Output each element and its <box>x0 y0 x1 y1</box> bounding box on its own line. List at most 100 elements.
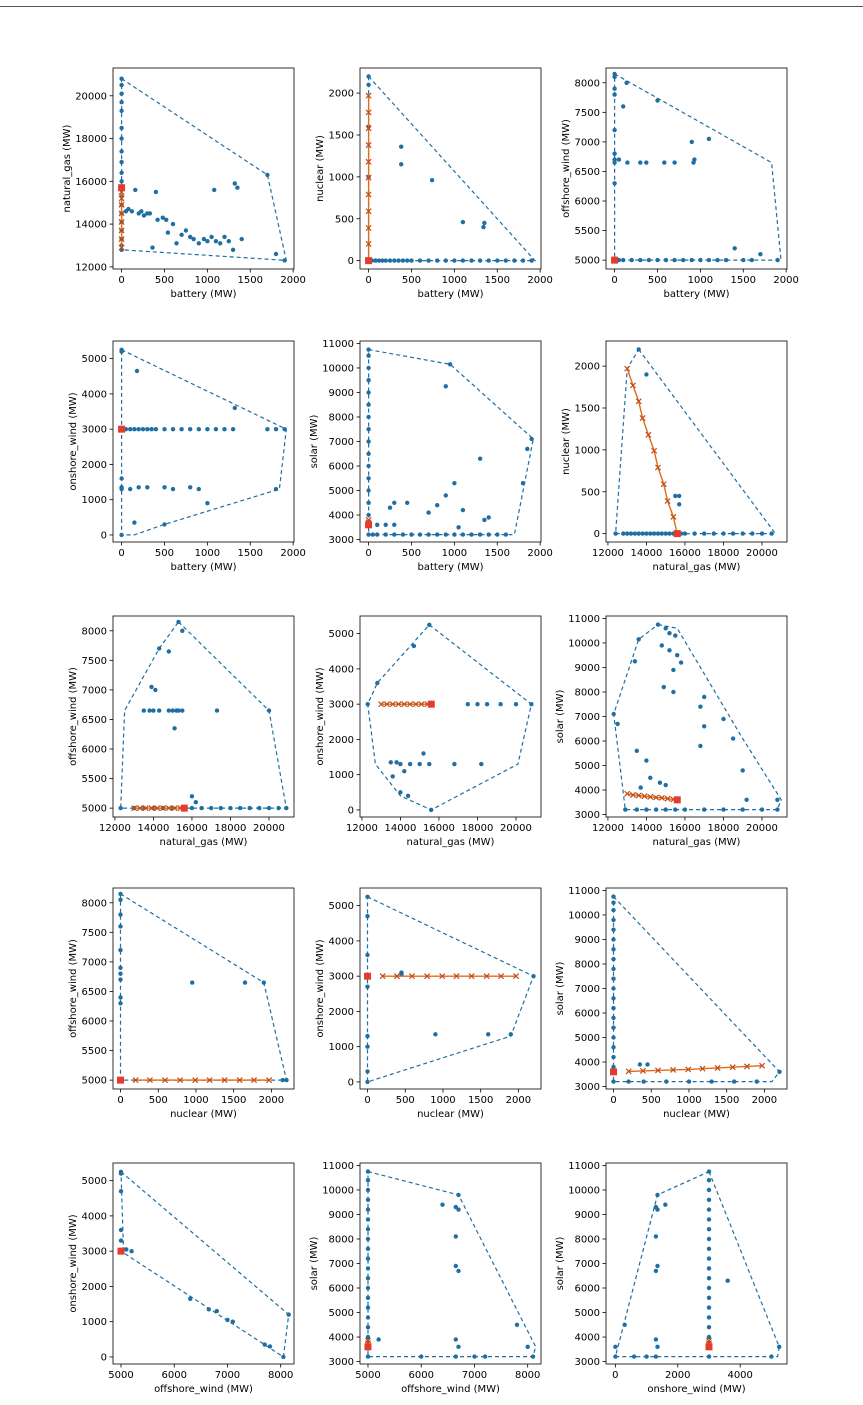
data-point <box>529 258 534 263</box>
data-point <box>706 1207 712 1212</box>
data-point <box>529 702 534 707</box>
data-point <box>164 217 169 222</box>
x-tick-label: 7000 <box>462 1370 487 1381</box>
data-point <box>365 1285 371 1291</box>
data-point <box>452 761 457 767</box>
data-point <box>262 1342 267 1347</box>
data-point <box>366 82 371 88</box>
trajectory-marker <box>412 701 419 708</box>
data-point <box>706 1334 712 1340</box>
trajectory-marker <box>146 1077 153 1084</box>
data-point <box>706 1256 712 1261</box>
x-tick-label: 16000 <box>669 548 701 559</box>
data-point <box>166 708 171 713</box>
trajectory-marker <box>439 973 446 980</box>
data-point <box>636 347 641 352</box>
y-tick-label: 4000 <box>329 936 354 947</box>
x-tick-label: 4000 <box>727 1370 752 1381</box>
data-point <box>664 1079 669 1084</box>
data-point <box>640 531 645 536</box>
data-point <box>118 1238 124 1243</box>
data-point <box>119 91 124 96</box>
y-tick-label: 1000 <box>329 770 354 781</box>
y-tick-label: 7000 <box>82 957 107 968</box>
data-point <box>513 702 519 707</box>
data-point <box>118 897 123 902</box>
data-point <box>222 234 227 240</box>
y-tick-label: 8000 <box>329 412 354 423</box>
data-point <box>706 1178 712 1183</box>
x-tick-label: 20000 <box>746 548 778 559</box>
trajectory-marker <box>653 794 660 801</box>
trajectory-marker <box>251 1077 258 1084</box>
x-tick-label: 8000 <box>515 1370 540 1381</box>
data-point <box>692 531 697 536</box>
y-axis-label: natural_gas (MW) <box>62 124 73 212</box>
data-point <box>183 228 189 233</box>
data-point <box>740 807 745 812</box>
data-point <box>512 258 517 263</box>
trajectory-marker <box>131 805 138 812</box>
x-tick-label: 1000 <box>442 275 467 286</box>
x-tick-label: 1000 <box>676 1095 701 1106</box>
data-point <box>525 1344 530 1350</box>
trajectory-marker <box>714 1064 721 1071</box>
data-point <box>611 1045 616 1050</box>
data-point <box>706 1285 712 1291</box>
data-point <box>611 996 616 1001</box>
data-point <box>176 708 181 713</box>
data-point <box>205 239 210 244</box>
data-point <box>675 653 680 658</box>
data-point <box>417 532 423 537</box>
y-tick-label: 6000 <box>82 1017 107 1028</box>
data-point <box>151 708 156 713</box>
x-tick-label: 2000 <box>752 1095 777 1106</box>
x-axis-label: battery (MW) <box>418 289 484 300</box>
subplot-9: 12000 14000 16000 18000 20000 3000 4000 5000 600… <box>555 614 788 848</box>
data-point <box>706 1325 712 1330</box>
trajectory-marker <box>162 1077 169 1084</box>
data-point <box>188 1296 193 1302</box>
data-point <box>613 1344 618 1350</box>
convex-hull-boundary <box>367 623 533 811</box>
data-point <box>440 1202 445 1207</box>
data-point <box>365 1295 371 1301</box>
data-point <box>366 488 371 493</box>
x-tick-label: 20000 <box>746 823 778 834</box>
data-point <box>711 531 716 536</box>
data-point <box>180 708 185 713</box>
y-tick-label: 6000 <box>575 737 600 748</box>
y-tick-label: 12000 <box>75 262 107 273</box>
y-axis-label: solar (MW) <box>555 1236 566 1290</box>
y-axis-label: nuclear (MW) <box>315 135 326 202</box>
y-tick-label: 5000 <box>575 761 600 772</box>
trajectory-marker <box>759 1062 766 1069</box>
y-tick-label: 0 <box>594 529 600 540</box>
data-point <box>611 986 616 991</box>
trajectory-marker <box>641 793 648 800</box>
data-point <box>399 162 404 167</box>
data-point <box>218 241 223 246</box>
y-axis-label: solar (MW) <box>555 689 566 743</box>
trajectory-marker <box>192 1077 199 1084</box>
y-tick-label: 11000 <box>322 339 354 350</box>
data-point <box>427 622 432 627</box>
subplot-3: 0 500 1000 1500 2000 5000 5500 6000 6500 7000 7500… <box>561 67 799 300</box>
convex-hull-boundary <box>367 1170 537 1358</box>
data-point <box>365 952 370 958</box>
data-point <box>118 912 123 917</box>
trajectory-marker <box>365 174 372 181</box>
data-point <box>129 1249 134 1254</box>
data-point <box>426 532 431 537</box>
y-tick-label: 4000 <box>575 786 600 797</box>
data-point <box>119 76 124 81</box>
data-point <box>632 531 638 536</box>
data-point <box>141 708 146 713</box>
plot-area <box>611 71 782 264</box>
x-tick-label: 0 <box>365 275 371 286</box>
x-tick-label: 2000 <box>773 275 798 286</box>
data-point <box>503 258 508 263</box>
data-point <box>495 532 500 537</box>
trajectory-marker <box>118 201 125 208</box>
y-tick-label: 7000 <box>82 685 107 696</box>
